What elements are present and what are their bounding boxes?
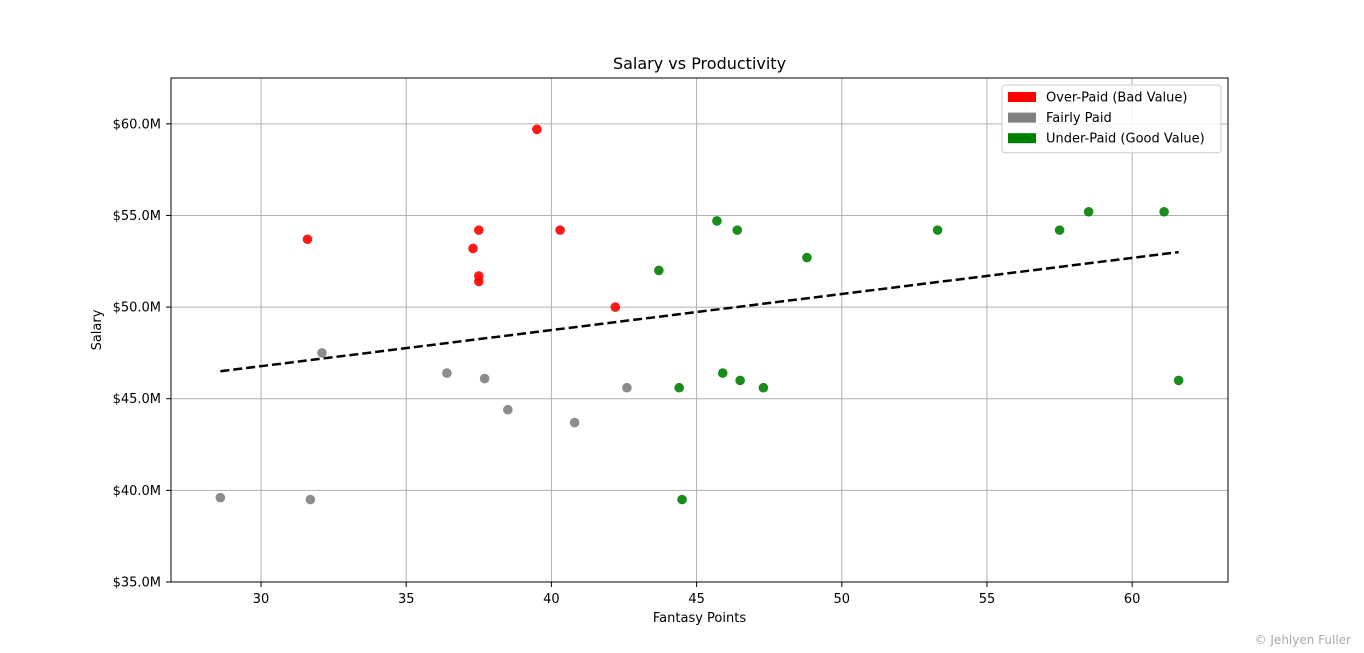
y-tick-label: $45.0M <box>113 392 161 407</box>
x-tick-label: 60 <box>1124 592 1141 607</box>
x-tick-label: 50 <box>834 592 851 607</box>
y-tick-label: $50.0M <box>113 301 161 316</box>
data-point-series-2 <box>735 375 745 386</box>
data-point-series-2 <box>1173 375 1184 386</box>
data-point-series-0 <box>302 234 313 245</box>
data-point-series-1 <box>215 492 226 503</box>
x-tick-label: 55 <box>979 592 996 607</box>
legend-label: Over-Paid (Bad Value) <box>1046 91 1187 106</box>
data-point-series-1 <box>442 368 452 378</box>
credit-text: © Jehlyen Fuller <box>1255 633 1351 647</box>
legend-box <box>1001 84 1222 154</box>
plot-frame <box>170 77 1229 583</box>
data-point-series-2 <box>654 265 664 276</box>
data-point-series-1 <box>622 382 632 393</box>
data-point-series-2 <box>674 382 684 393</box>
data-point-series-0 <box>474 276 484 287</box>
y-axis-label: Salary <box>90 309 105 350</box>
y-tick-label: $40.0M <box>113 484 161 499</box>
x-tick-label: 40 <box>543 592 560 607</box>
data-point-series-2 <box>758 382 769 393</box>
y-tick-label: $55.0M <box>113 209 161 224</box>
y-tick-label: $35.0M <box>113 576 161 591</box>
x-tick-label: 35 <box>398 592 415 607</box>
data-point-series-1 <box>479 373 490 384</box>
data-point-series-0 <box>532 124 542 135</box>
data-point-series-2 <box>932 225 943 235</box>
y-tick-label: $60.0M <box>113 117 161 132</box>
data-point-series-2 <box>732 225 743 235</box>
data-point-series-2 <box>712 216 722 226</box>
data-point-series-2 <box>717 368 728 378</box>
data-point-series-2 <box>677 494 687 505</box>
x-tick-label: 45 <box>688 592 705 607</box>
x-tick-label: 30 <box>253 592 270 607</box>
chart-title: Salary vs Productivity <box>613 54 786 73</box>
data-point-series-2 <box>1083 206 1094 217</box>
data-point-series-1 <box>317 348 327 358</box>
data-point-series-0 <box>474 225 484 235</box>
data-point-series-1 <box>305 494 316 505</box>
legend-swatch <box>1008 112 1036 123</box>
data-points <box>215 124 1184 505</box>
data-point-series-0 <box>610 302 621 312</box>
x-axis-label: Fantasy Points <box>653 611 746 626</box>
trendline <box>220 250 1179 373</box>
legend-swatch <box>1008 92 1036 102</box>
grid-lines <box>171 78 1228 583</box>
data-point-series-0 <box>468 243 478 254</box>
x-axis-ticks: 30 35 40 45 50 55 60 <box>253 582 1141 607</box>
legend-label: Under-Paid (Good Value) <box>1046 132 1205 147</box>
legend-swatch <box>1008 133 1036 144</box>
data-point-series-1 <box>503 404 513 415</box>
legend-label: Fairly Paid <box>1046 111 1112 126</box>
data-point-series-2 <box>1054 225 1065 235</box>
legend: Over-Paid (Bad Value) Fairly Paid Under-Pa… <box>1001 84 1222 154</box>
data-point-series-0 <box>555 225 565 235</box>
data-point-series-2 <box>802 252 812 263</box>
trendline-layer <box>220 250 1179 373</box>
data-point-series-2 <box>1159 206 1169 217</box>
data-point-series-1 <box>569 417 580 428</box>
y-axis-ticks: $35.0M $40.0M $45.0M $50.0M $55.0M $60.0M <box>113 117 171 591</box>
